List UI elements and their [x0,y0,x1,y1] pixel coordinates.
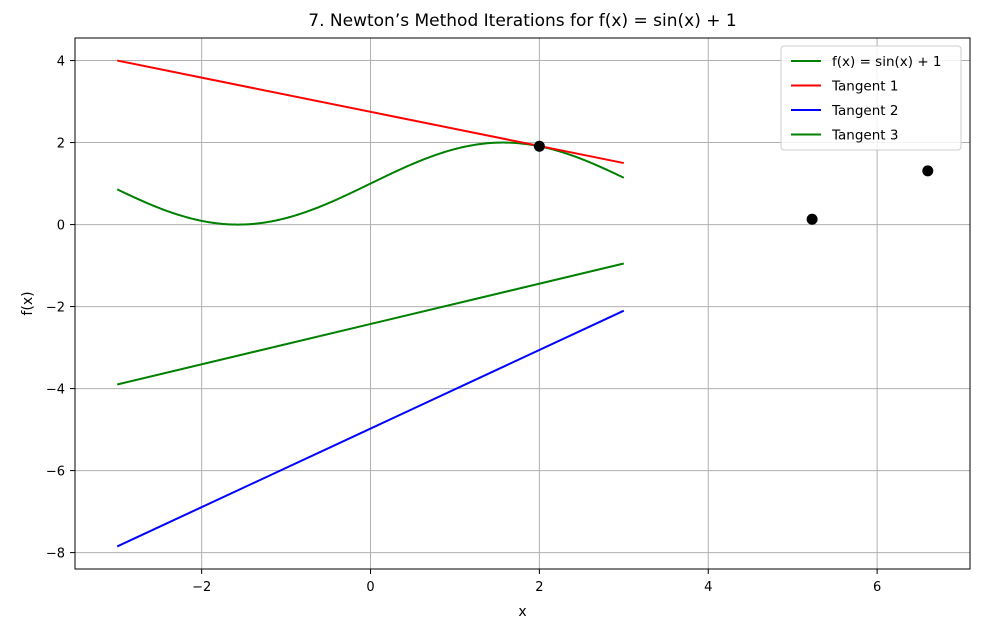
y-tick-label: 4 [57,55,65,70]
y-tick-label: 2 [57,137,65,152]
legend: f(x) = sin(x) + 1 Tangent 1 Tangent 2 Tange… [780,45,962,151]
y-tick-label: 0 [57,219,65,234]
legend-label: Tangent 2 [831,103,898,119]
plot-points [533,140,934,225]
y-axis-label: f(x) [20,291,36,315]
legend-label: Tangent 1 [831,79,898,95]
x-axis-label: x [518,604,526,620]
legend-label: Tangent 3 [831,128,898,144]
series-line-4 [116,262,625,386]
x-tick-label: −2 [192,580,211,595]
x-tick-label: 2 [535,580,543,595]
iteration-point-2 [806,213,818,225]
series-line-3 [116,309,625,548]
y-tick-label: −4 [46,383,65,398]
plot-frame [74,37,971,570]
iteration-point-3 [922,165,934,177]
x-tick-label: 6 [873,580,881,595]
y-tick-label: −6 [46,465,65,480]
x-tick-label: 4 [704,580,712,595]
x-tick-label: 0 [366,580,374,595]
legend-box [780,45,962,151]
legend-label: f(x) = sin(x) + 1 [832,54,942,70]
ticks: −2 0 2 4 6 −8 −6 −4 −2 0 2 4 [46,55,881,595]
iteration-point-1 [533,140,545,152]
y-tick-label: −2 [46,301,65,316]
grid [75,38,970,569]
chart-title: 7. Newton’s Method Iterations for f(x) =… [308,11,736,31]
y-tick-label: −8 [46,547,65,562]
